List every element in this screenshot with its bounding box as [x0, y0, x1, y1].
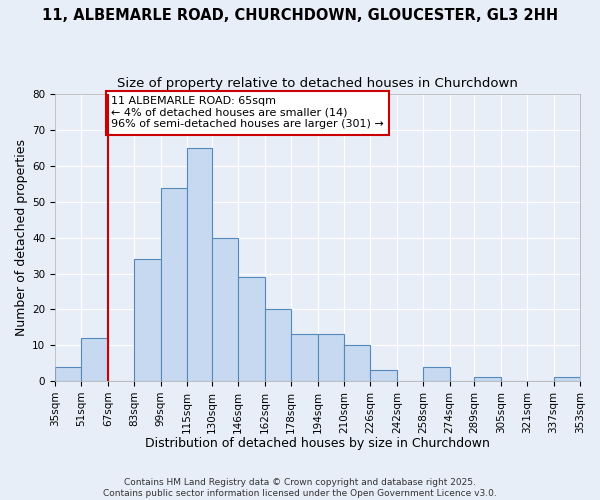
- Bar: [554, 378, 580, 381]
- Bar: [423, 366, 449, 381]
- Bar: [370, 370, 397, 381]
- Bar: [475, 378, 501, 381]
- Bar: [291, 334, 317, 381]
- Bar: [161, 188, 187, 381]
- X-axis label: Distribution of detached houses by size in Churchdown: Distribution of detached houses by size …: [145, 437, 490, 450]
- Bar: [134, 259, 161, 381]
- Y-axis label: Number of detached properties: Number of detached properties: [15, 139, 28, 336]
- Bar: [187, 148, 212, 381]
- Title: Size of property relative to detached houses in Churchdown: Size of property relative to detached ho…: [117, 78, 518, 90]
- Bar: [55, 366, 82, 381]
- Bar: [344, 345, 370, 381]
- Bar: [317, 334, 344, 381]
- Text: 11 ALBEMARLE ROAD: 65sqm
← 4% of detached houses are smaller (14)
96% of semi-de: 11 ALBEMARLE ROAD: 65sqm ← 4% of detache…: [111, 96, 384, 130]
- Text: Contains HM Land Registry data © Crown copyright and database right 2025.
Contai: Contains HM Land Registry data © Crown c…: [103, 478, 497, 498]
- Bar: [265, 310, 291, 381]
- Bar: [82, 338, 108, 381]
- Bar: [212, 238, 238, 381]
- Bar: [238, 277, 265, 381]
- Text: 11, ALBEMARLE ROAD, CHURCHDOWN, GLOUCESTER, GL3 2HH: 11, ALBEMARLE ROAD, CHURCHDOWN, GLOUCEST…: [42, 8, 558, 22]
